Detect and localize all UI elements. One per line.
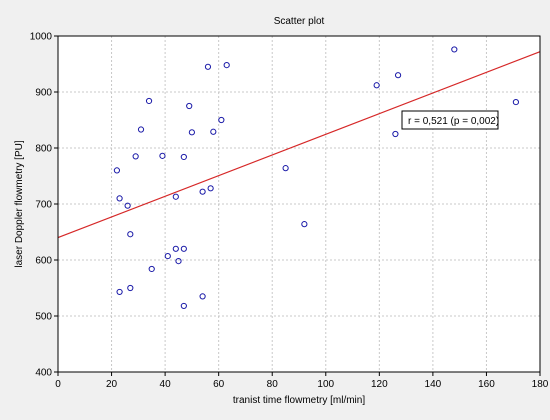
y-tick-label: 400 [35, 368, 52, 379]
data-point [451, 46, 458, 53]
x-tick-label: 60 [213, 379, 225, 390]
data-point [175, 258, 182, 265]
data-point [180, 245, 187, 252]
regression-line [57, 51, 541, 239]
data-point [392, 130, 399, 138]
x-tick-label: 140 [425, 379, 442, 390]
data-point [127, 284, 134, 292]
x-tick-label: 20 [106, 379, 118, 390]
x-tick-label: 80 [267, 379, 279, 390]
tick-labels: 0 20 40 60 80 100 120 140 160 180 400 500 600 700 800 9… [30, 32, 549, 391]
data-point [180, 153, 187, 161]
correlation-annotation-box [401, 110, 499, 130]
chart-title: Scatter plot [274, 16, 325, 27]
data-point [394, 72, 402, 79]
data-point [207, 185, 214, 192]
data-point [124, 202, 131, 209]
y-tick-label: 900 [35, 88, 52, 99]
x-tick-label: 100 [317, 379, 334, 390]
data-point [188, 129, 195, 136]
data-point [159, 152, 166, 159]
data-point [512, 98, 520, 106]
data-point [116, 195, 123, 202]
data-point [373, 82, 380, 89]
data-point [145, 97, 153, 105]
x-axis-title: tranist time flowmetry [ml/min] [233, 395, 365, 406]
data-point [113, 167, 121, 174]
data-point [132, 153, 139, 160]
data-point [172, 245, 179, 252]
data-points [113, 46, 520, 310]
data-point [199, 188, 206, 195]
y-tick-label: 800 [35, 144, 52, 155]
plot-frame [57, 35, 541, 373]
data-point [172, 193, 179, 200]
data-point [204, 63, 212, 70]
data-point [127, 231, 134, 238]
data-point [116, 288, 123, 296]
data-point [223, 62, 230, 69]
x-tick-label: 180 [532, 379, 549, 390]
correlation-annotation: r = 0,521 (p = 0,002) [408, 116, 499, 127]
data-point [137, 126, 145, 133]
y-tick-label: 600 [35, 256, 52, 267]
x-tick-label: 120 [371, 379, 388, 390]
data-point [186, 102, 193, 110]
data-point [148, 265, 155, 273]
x-tick-label: 0 [55, 379, 61, 390]
x-tick-label: 160 [478, 379, 495, 390]
y-tick-label: 700 [35, 200, 52, 211]
data-point [199, 293, 206, 300]
data-point [180, 302, 187, 310]
y-tick-label: 500 [35, 312, 52, 323]
y-axis-title: laser Doppler flowmetry [PU] [14, 140, 25, 267]
y-tick-label: 1000 [30, 32, 53, 43]
data-point [164, 252, 171, 260]
data-point [218, 116, 225, 124]
data-point [301, 221, 308, 228]
x-tick-label: 40 [160, 379, 172, 390]
data-point [282, 165, 289, 172]
data-point [210, 128, 217, 135]
